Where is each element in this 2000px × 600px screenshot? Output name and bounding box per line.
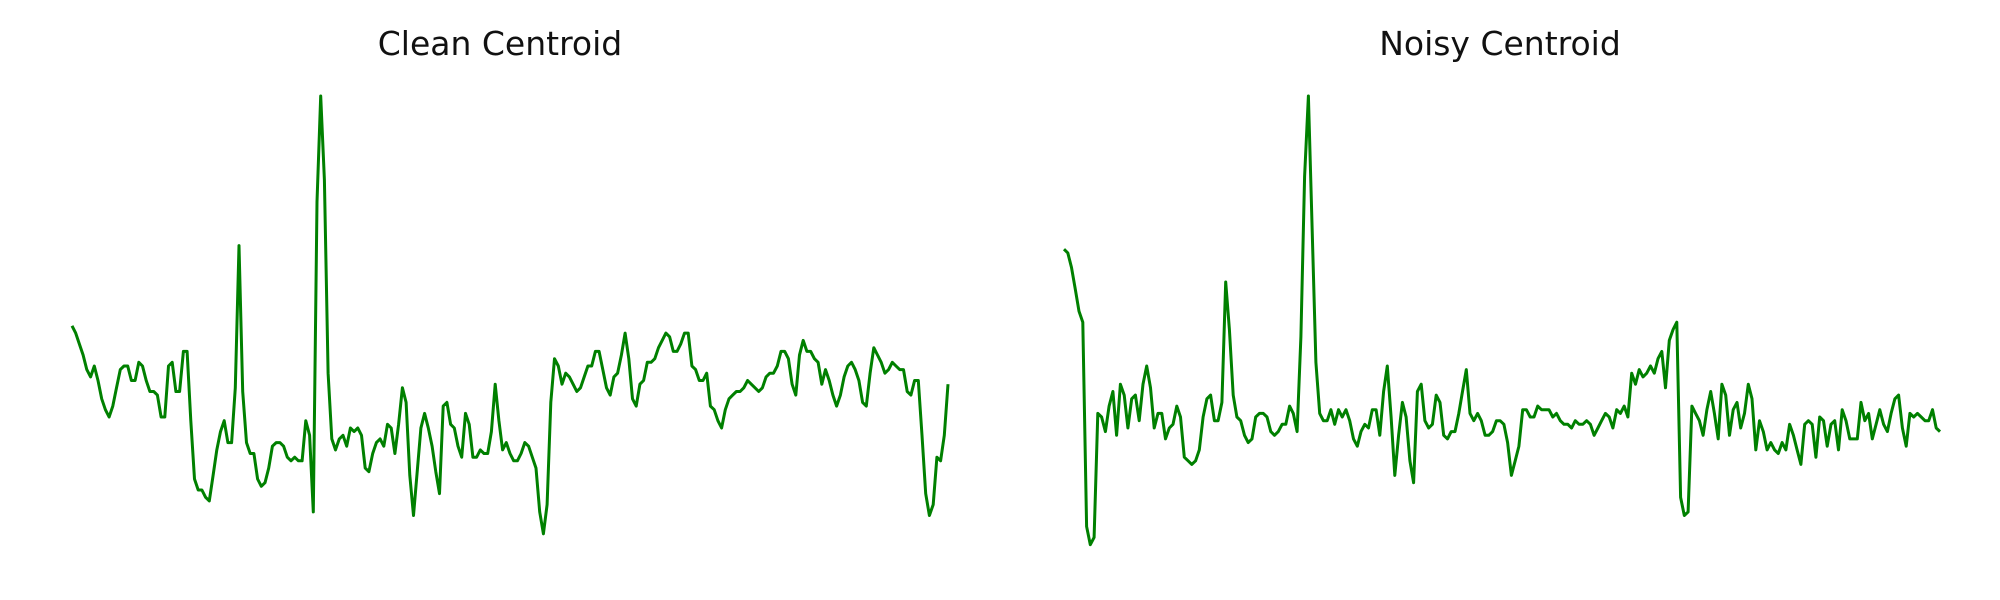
noisy-centroid-panel: Noisy Centroid — [1000, 0, 2000, 600]
clean-centroid-series-line — [70, 94, 950, 536]
clean-centroid-panel: Clean Centroid — [70, 24, 950, 536]
clean-centroid-title: Clean Centroid — [377, 24, 623, 63]
noisy-centroid-plot — [1062, 94, 1942, 547]
noisy-centroid-title: Noisy Centroid — [1379, 24, 1621, 63]
noisy-centroid-series-line — [1062, 94, 1942, 547]
clean-centroid-plot — [70, 94, 950, 536]
